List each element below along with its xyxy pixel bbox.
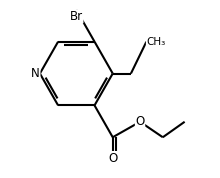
Text: CH₃: CH₃	[147, 37, 166, 47]
Text: O: O	[108, 151, 117, 164]
Text: Br: Br	[70, 10, 83, 23]
Text: O: O	[136, 115, 145, 128]
Text: N: N	[31, 67, 40, 80]
